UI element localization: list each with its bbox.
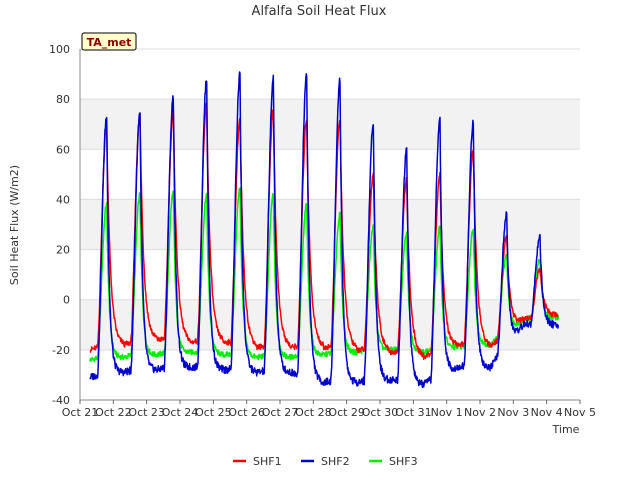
grid-band (80, 199, 580, 250)
x-tick-label: Oct 29 (328, 406, 365, 419)
x-tick-label: Nov 3 (497, 406, 529, 419)
x-tick-label: Oct 21 (62, 406, 99, 419)
x-tick-label: Oct 26 (228, 406, 265, 419)
series-lines (89, 71, 560, 389)
y-tick-label: 60 (56, 143, 70, 156)
badge-label: TA_met (87, 36, 132, 49)
chart-title: Alfalfa Soil Heat Flux (252, 4, 387, 19)
axes (79, 49, 580, 401)
y-axis-label: Soil Heat Flux (W/m2) (8, 165, 21, 285)
x-tick-label: Oct 27 (262, 406, 299, 419)
x-tick-label: Nov 1 (431, 406, 463, 419)
x-tick-label: Nov 5 (564, 406, 596, 419)
badge-box (81, 32, 137, 51)
y-tick-label: 80 (56, 93, 70, 106)
x-tick-label: Nov 4 (531, 406, 563, 419)
legend: SHF1 SHF2 SHF3 (233, 455, 418, 468)
ta-met-badge: TA_met (81, 32, 137, 51)
y-tick-labels: -40 -20 0 20 40 60 80 100 (49, 43, 70, 407)
x-tick-label: Oct 23 (128, 406, 165, 419)
legend-label-shf2: SHF2 (321, 455, 350, 468)
y-tick-label: -40 (52, 394, 70, 407)
series-line-shf2 (89, 71, 560, 389)
y-tick-label: -20 (52, 344, 70, 357)
legend-label-shf3: SHF3 (389, 455, 418, 468)
x-tick-label: Oct 24 (162, 406, 199, 419)
y-tick-label: 20 (56, 244, 70, 257)
x-tick-label: Oct 28 (295, 406, 332, 419)
x-tick-label: Oct 31 (395, 406, 432, 419)
x-tick-label: Nov 2 (464, 406, 496, 419)
y-tick-label: 40 (56, 193, 70, 206)
x-tick-label: Oct 25 (195, 406, 232, 419)
x-tick-label: Oct 22 (95, 406, 132, 419)
legend-label-shf1: SHF1 (253, 455, 282, 468)
grid-band (80, 99, 580, 150)
y-tick-label: 100 (49, 43, 70, 56)
grid-band (80, 299, 580, 350)
y-tick-label: 0 (63, 294, 70, 307)
plot-background (80, 49, 580, 400)
x-tick-label: Oct 30 (362, 406, 399, 419)
series-line-shf3 (89, 187, 560, 363)
x-axis-label: Time (552, 423, 580, 436)
